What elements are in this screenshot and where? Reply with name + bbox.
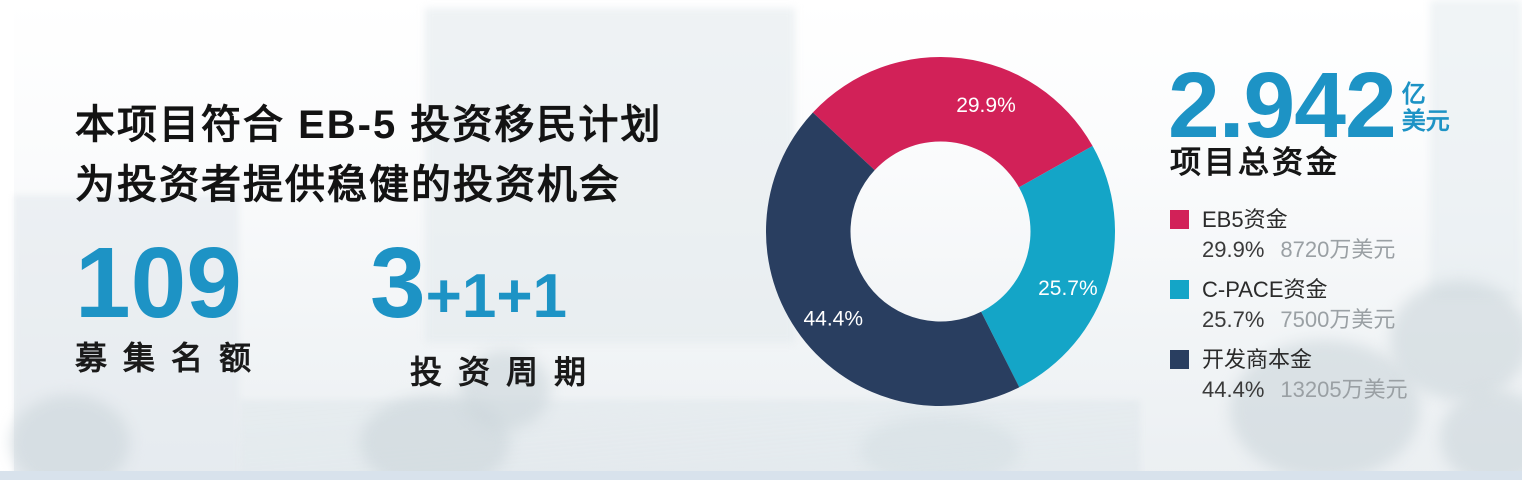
headline-line1: 本项目符合 EB-5 投资移民计划 <box>75 103 663 147</box>
background-tree <box>10 395 130 480</box>
total-funding: 2.942 亿 美元 <box>1168 55 1450 155</box>
legend-percent: 29.9% <box>1202 237 1265 262</box>
legend-item-cpace: C-PACE资金 25.7% 7500万美元 <box>1170 276 1408 334</box>
donut-slice-label-1: 25.7% <box>1038 277 1098 300</box>
cycle-value-small: +1+1 <box>425 262 568 331</box>
total-funding-unit-yi: 亿 <box>1401 81 1426 108</box>
total-funding-label: 项目总资金 <box>1170 145 1340 180</box>
headline-line2: 为投资者提供稳健的投资机会 <box>75 163 621 207</box>
cycle-label: 投资周期 <box>410 354 603 390</box>
legend-percent: 25.7% <box>1202 307 1265 332</box>
background-tree <box>1390 280 1522 400</box>
total-funding-value: 2.942 <box>1168 53 1397 157</box>
total-funding-units: 亿 美元 <box>1402 55 1450 135</box>
background-tree <box>1440 390 1522 480</box>
donut-slice-label-2: 44.4% <box>803 307 863 330</box>
legend-swatch-teal <box>1170 280 1189 299</box>
stat-cycle: 3+1+1 投资周期 <box>370 233 602 390</box>
donut-slice-2 <box>766 112 1020 406</box>
donut-slice-1 <box>981 145 1115 388</box>
stat-quota: 109 募集名额 <box>75 233 267 376</box>
donut-chart: 29.9% 25.7% 44.4% <box>766 57 1115 406</box>
legend-amount: 8720万美元 <box>1280 237 1396 262</box>
quota-value: 109 <box>75 227 242 339</box>
total-funding-unit-usd: 美元 <box>1401 108 1450 135</box>
legend-swatch-navy <box>1170 350 1189 369</box>
background-tree <box>860 415 1020 480</box>
donut-slice-label-0: 29.9% <box>956 94 1016 117</box>
legend-amount: 7500万美元 <box>1280 307 1396 332</box>
chart-legend: EB5资金 29.9% 8720万美元 C-PACE资金 25.7% 7500万美元… <box>1170 206 1408 416</box>
background-tree <box>360 395 510 480</box>
background-art <box>0 471 1522 480</box>
donut-slice-0 <box>812 57 1093 188</box>
legend-item-eb5: EB5资金 29.9% 8720万美元 <box>1170 206 1408 264</box>
legend-name: 开发商本金 <box>1202 347 1313 372</box>
legend-name: EB5资金 <box>1202 207 1288 232</box>
legend-name: C-PACE资金 <box>1202 277 1328 302</box>
cycle-value-big: 3 <box>370 227 426 339</box>
cycle-value: 3+1+1 <box>370 233 602 347</box>
background-art <box>240 400 1140 480</box>
headline: 本项目符合 EB-5 投资移民计划 为投资者提供稳健的投资机会 <box>75 95 662 215</box>
legend-amount: 13205万美元 <box>1280 377 1408 402</box>
legend-swatch-red <box>1170 210 1189 229</box>
background-art <box>0 0 14 480</box>
legend-item-developer: 开发商本金 44.4% 13205万美元 <box>1170 346 1408 404</box>
quota-label: 募集名额 <box>75 340 268 376</box>
legend-percent: 44.4% <box>1202 377 1265 402</box>
